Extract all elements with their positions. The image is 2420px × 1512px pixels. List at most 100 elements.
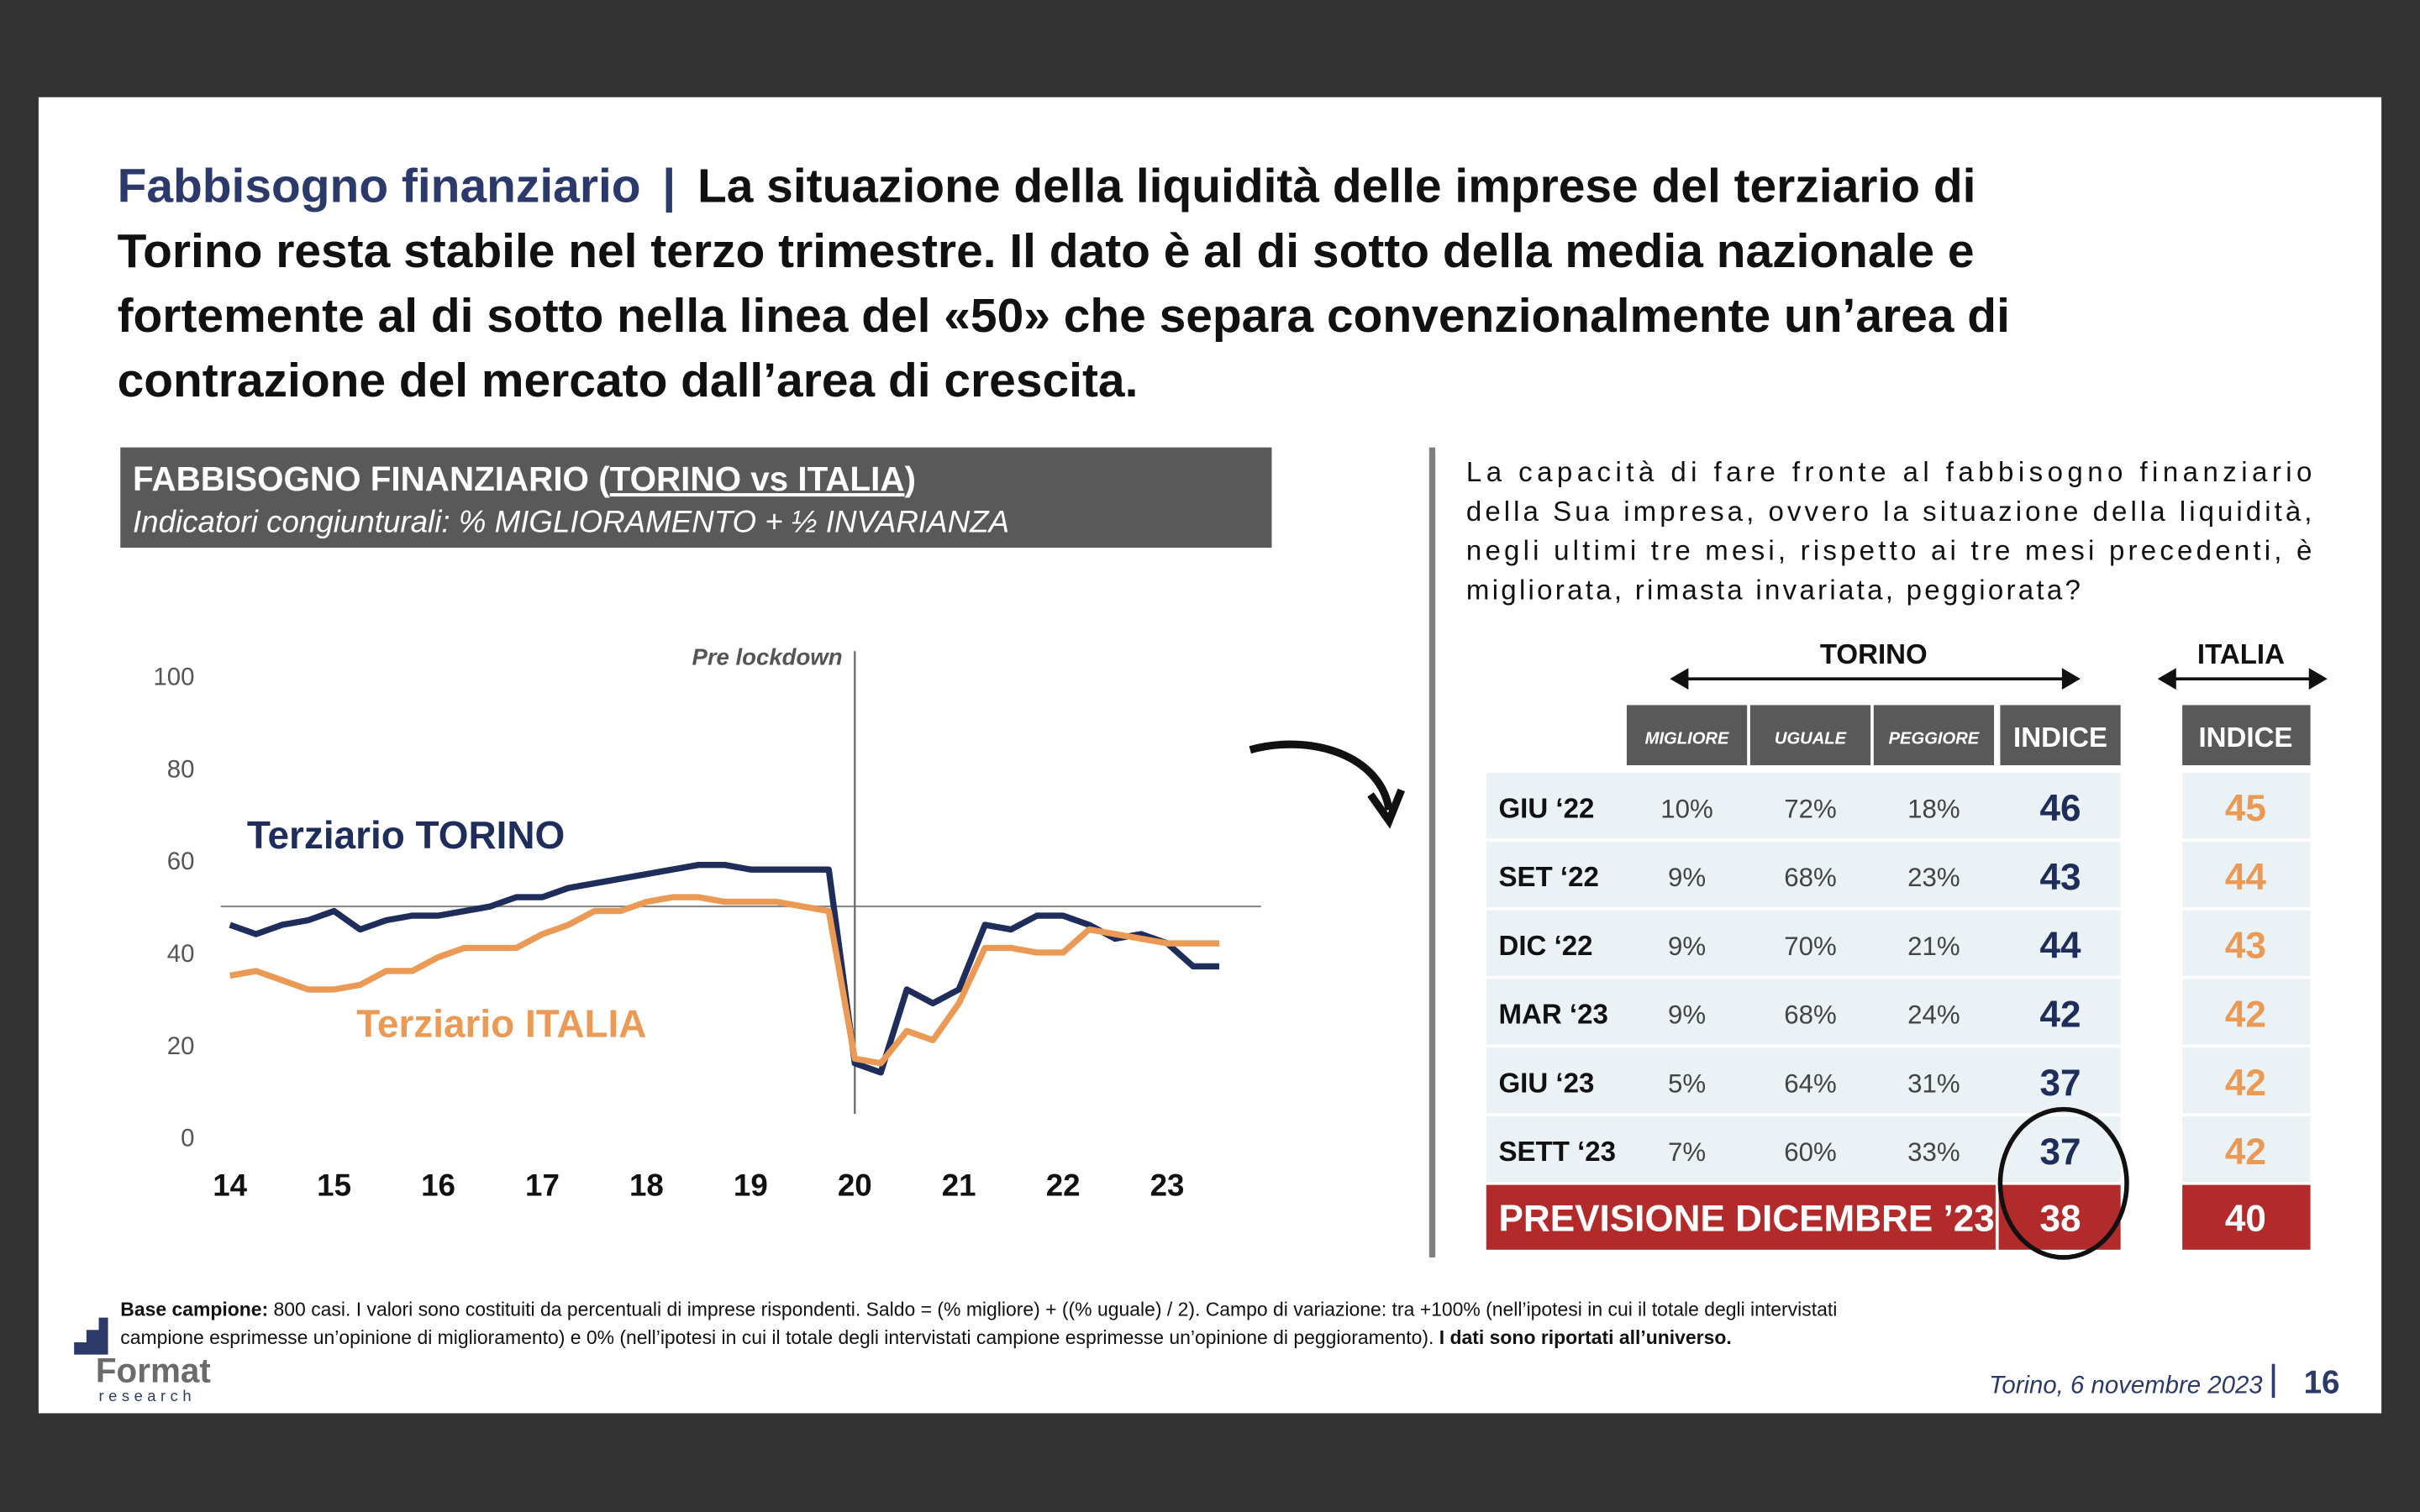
pct-cell: 31% <box>1907 1068 1960 1098</box>
question-line: negli ultimi tre mesi, rispetto ai tre m… <box>1466 536 2312 567</box>
series-line <box>229 894 1220 1067</box>
row-label: GIU ‘23 <box>1498 1068 1594 1099</box>
row-bg <box>1486 910 2121 976</box>
row-bg <box>2182 1047 2311 1114</box>
x-tick-label: 19 <box>734 1168 768 1202</box>
title: Fabbisogno finanziario | La situazione del… <box>118 160 1976 213</box>
table: TORINO ITALIA MIGLIORE UGUALE PEGGIORE INDICE… <box>1486 639 2328 1260</box>
index-torino: 44 <box>2040 926 2082 967</box>
row-bg <box>1486 1047 2121 1114</box>
y-tick-label: 80 <box>167 755 195 783</box>
title-line: La situazione della liquidità delle impr… <box>697 160 1975 213</box>
index-italia: 44 <box>2225 857 2267 898</box>
highlight-circle <box>1997 1106 2129 1260</box>
index-italia: 42 <box>2225 1063 2266 1104</box>
box-title-part: ) <box>905 459 916 498</box>
box-subtitle: Indicatori congiunturali: % MIGLIORAMENT… <box>133 505 1009 539</box>
x-tick-label: 14 <box>213 1168 247 1202</box>
header-cell <box>1873 705 1995 766</box>
title-line: fortemente al di sotto nella linea del «… <box>118 289 2010 343</box>
pct-cell: 9% <box>1668 932 1706 961</box>
pct-cell: 68% <box>1784 1000 1836 1030</box>
index-italia: 42 <box>2225 1131 2266 1173</box>
box-title-part: TORINO vs ITALIA <box>610 459 905 498</box>
logo-name: Format <box>96 1352 211 1390</box>
footnote: Base campione: 800 casi. I valori sono c… <box>120 1299 1837 1320</box>
footnote-label: Base campione: <box>120 1299 268 1320</box>
y-tick-label: 20 <box>167 1032 195 1060</box>
index-italia: 45 <box>2225 788 2266 829</box>
row-bg <box>2182 773 2311 839</box>
x-tick-label: 15 <box>317 1168 351 1202</box>
annotation: Pre lockdown <box>692 644 842 670</box>
footnote: campione esprimesse un’opinione di migli… <box>120 1326 1731 1348</box>
pct-cell: 10% <box>1660 794 1712 823</box>
box-title: FABBISOGNO FINANZIARIO (TORINO vs ITALIA… <box>133 459 916 498</box>
index-torino: 37 <box>2040 1063 2081 1104</box>
series-label: Terziario ITALIA <box>356 1001 646 1045</box>
box-header <box>120 447 1272 549</box>
title-sep: | <box>662 160 676 213</box>
pct-cell: 24% <box>1907 1000 1960 1030</box>
title-line: Torino resta stabile nel terzo trimestre… <box>118 224 1975 278</box>
footnote-text: 800 casi. I valori sono costituiti da pe… <box>268 1299 1837 1320</box>
row-bg <box>1486 773 2121 839</box>
index-torino: 42 <box>2040 994 2081 1035</box>
header-cell <box>1626 705 1748 766</box>
column-header: INDICE <box>2198 722 2292 753</box>
footer-date: Torino, 6 novembre 2023 <box>1989 1372 2263 1399</box>
y-tick-label: 40 <box>167 940 195 968</box>
y-tick-label: 0 <box>181 1125 194 1152</box>
row-label: GIU ‘22 <box>1498 793 1594 824</box>
forecast-row <box>2182 1184 2311 1250</box>
column-header: INDICE <box>2013 722 2107 753</box>
footnote-bold: I dati sono riportati all’universo. <box>1439 1326 1732 1348</box>
pct-cell: 18% <box>1907 794 1960 823</box>
x-tick-label: 18 <box>629 1168 664 1202</box>
row-label: MAR ‘23 <box>1498 1000 1607 1031</box>
pct-cell: 70% <box>1784 932 1836 961</box>
row-bg <box>2182 1116 2311 1182</box>
row-bg <box>2182 910 2311 976</box>
forecast-torino: 38 <box>2040 1199 2081 1240</box>
footer-bar <box>2271 1363 2275 1399</box>
box-title-part: FABBISOGNO FINANZIARIO ( <box>133 459 610 498</box>
group-label: TORINO <box>1820 639 1928 670</box>
footnote-text: campione esprimesse un’opinione di migli… <box>120 1326 1439 1348</box>
forecast-label: PREVISIONE DICEMBRE ’23 <box>1498 1199 1994 1240</box>
pct-cell: 9% <box>1668 1000 1706 1030</box>
column-header: PEGGIORE <box>1889 729 1980 748</box>
separator <box>1428 447 1436 1257</box>
pct-cell: 68% <box>1784 863 1836 892</box>
row-bg <box>2182 979 2311 1045</box>
row-label: SET ‘22 <box>1498 862 1598 893</box>
title-lead: Fabbisogno finanziario <box>118 160 641 213</box>
forecast-italia: 40 <box>2225 1199 2266 1240</box>
index-torino: 43 <box>2040 857 2081 898</box>
curved-arrow-head <box>1367 788 1406 829</box>
x-tick-label: 22 <box>1046 1168 1081 1202</box>
pct-cell: 21% <box>1907 932 1960 961</box>
index-torino: 37 <box>2040 1131 2081 1173</box>
title-line: contrazione del mercato dall’area di cre… <box>118 354 1139 407</box>
row-label: DIC ‘22 <box>1498 931 1592 962</box>
row-bg <box>2182 841 2311 907</box>
line-chart: 0 20 40 60 80 100 14 15 16 17 18 19 20 21 22 23 Pre lock… <box>153 644 1261 1202</box>
x-tick-label: 21 <box>942 1168 976 1202</box>
pct-cell: 33% <box>1907 1137 1960 1167</box>
question-line: della Sua impresa, ovvero la situazione … <box>1466 496 2312 528</box>
pct-cell: 23% <box>1907 863 1960 892</box>
pct-cell: 9% <box>1668 863 1706 892</box>
logo-icon <box>55 1317 108 1355</box>
forecast-row <box>1486 1184 2121 1250</box>
pct-cell: 7% <box>1668 1137 1706 1167</box>
column-header: UGUALE <box>1775 729 1847 748</box>
y-tick-label: 100 <box>153 664 194 691</box>
row-label: SETT ‘23 <box>1498 1137 1616 1168</box>
arrow-head <box>2157 668 2328 690</box>
column-header: MIGLIORE <box>1645 729 1729 748</box>
pct-cell: 5% <box>1668 1068 1706 1098</box>
page-number: 16 <box>2304 1365 2340 1401</box>
header-cell <box>2000 705 2121 766</box>
